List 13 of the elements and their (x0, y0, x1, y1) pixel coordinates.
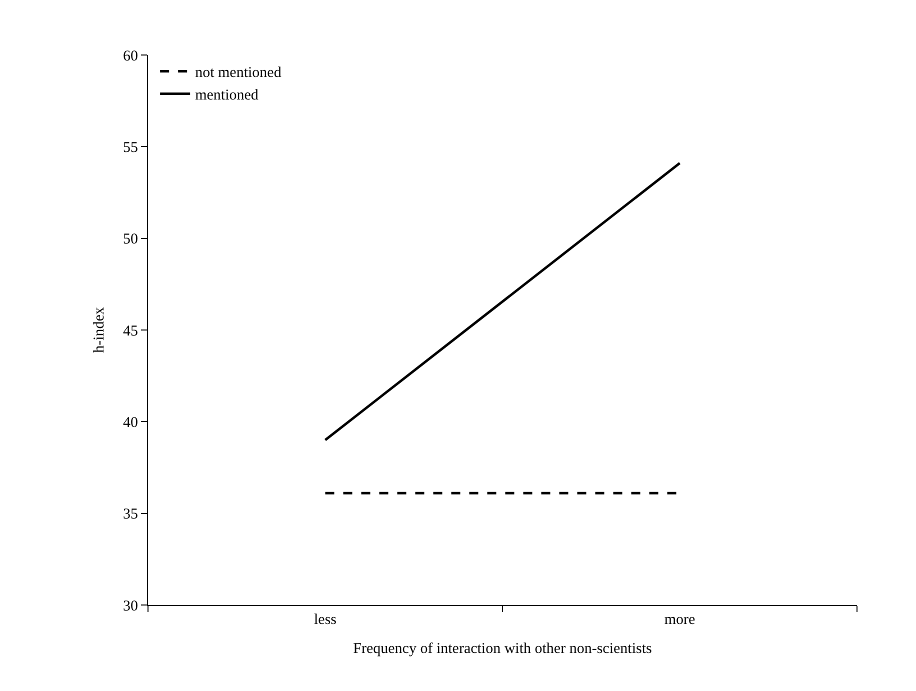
y-tick-label: 30 (123, 598, 138, 614)
x-tick-label: more (664, 612, 696, 628)
y-tick-label: 45 (123, 323, 138, 340)
y-tick-label: 55 (123, 140, 138, 156)
y-tick-label: 60 (123, 48, 138, 64)
legend-label: not mentioned (195, 65, 282, 82)
x-axis-title: Frequency of interaction with other non-scientists (353, 641, 652, 657)
legend-label: mentioned (195, 88, 259, 104)
x-tick-label: less (314, 612, 337, 628)
y-tick-label: 40 (123, 414, 138, 431)
y-axis-title: h-index (91, 306, 108, 353)
y-tick-label: 35 (123, 506, 138, 523)
y-tick-label: 50 (123, 232, 138, 248)
